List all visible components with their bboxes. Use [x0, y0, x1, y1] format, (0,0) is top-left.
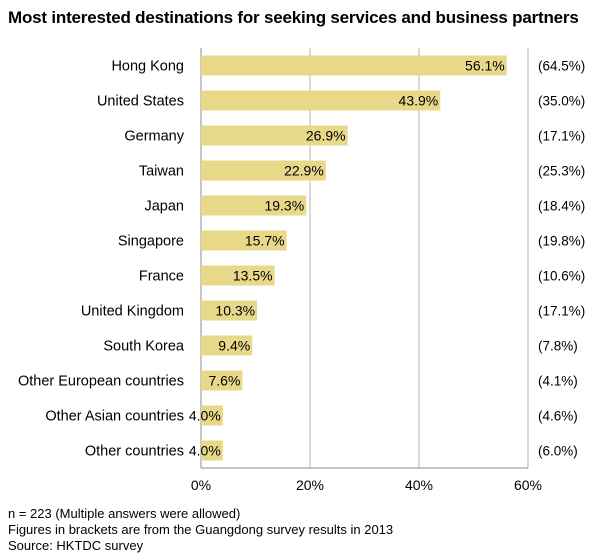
bar — [201, 440, 223, 461]
bars — [201, 55, 507, 461]
value-label: 26.9% — [306, 128, 346, 144]
value-label: 13.5% — [233, 268, 273, 284]
grid-lines — [200, 48, 529, 469]
bracket-label: (25.3%) — [538, 164, 585, 179]
bar — [201, 405, 223, 426]
bracket-label: (7.8%) — [538, 339, 578, 354]
value-label: 19.3% — [264, 198, 304, 214]
category-label: United Kingdom — [81, 304, 184, 320]
bar — [201, 125, 348, 146]
value-label: 56.1% — [465, 58, 505, 74]
labels: 0% 20% 40% 60% Hong Kong 56.1% (64.5%) United S… — [18, 58, 585, 494]
value-label: 22.9% — [284, 163, 324, 179]
bar — [201, 195, 307, 216]
value-label: 7.6% — [208, 373, 240, 389]
bracket-label: (17.1%) — [538, 129, 585, 144]
bracket-label: (10.6%) — [538, 269, 585, 284]
bar — [201, 160, 326, 181]
bar — [201, 265, 275, 286]
bar — [201, 370, 243, 391]
bar-chart: 0% 20% 40% 60% Hong Kong 56.1% (64.5%) United S… — [18, 48, 585, 494]
bar — [201, 335, 253, 356]
chart-title: Most interested destinations for seeking… — [8, 8, 579, 27]
category-label: Other Asian countries — [45, 409, 184, 425]
bracket-label: (35.0%) — [538, 94, 585, 109]
category-label: South Korea — [103, 339, 185, 355]
bracket-label: (4.1%) — [538, 374, 578, 389]
bracket-label: (64.5%) — [538, 59, 585, 74]
bar — [201, 300, 258, 321]
bracket-label: (19.8%) — [538, 234, 585, 249]
x-tick-label: 20% — [296, 477, 324, 493]
category-label: Other countries — [85, 444, 184, 460]
bracket-label: (17.1%) — [538, 304, 585, 319]
sample-size-note: n = 223 (Multiple answers were allowed) — [8, 506, 241, 521]
category-label: Taiwan — [139, 164, 184, 180]
category-label: Japan — [144, 199, 184, 215]
bar — [201, 90, 441, 111]
value-label: 4.0% — [189, 443, 221, 459]
brackets-note: Figures in brackets are from the Guangdo… — [8, 522, 394, 537]
category-label: Hong Kong — [111, 59, 184, 75]
x-tick-label: 0% — [191, 477, 211, 493]
category-label: Other European countries — [18, 374, 184, 390]
bar — [201, 55, 507, 76]
bracket-label: (6.0%) — [538, 444, 578, 459]
value-label: 10.3% — [215, 303, 255, 319]
x-tick-label: 60% — [514, 477, 542, 493]
category-label: France — [139, 269, 184, 285]
value-label: 43.9% — [399, 93, 439, 109]
value-label: 9.4% — [218, 338, 250, 354]
category-label: Singapore — [118, 234, 184, 250]
value-label: 15.7% — [245, 233, 285, 249]
source-note: Source: HKTDC survey — [8, 538, 144, 553]
category-label: United States — [97, 94, 184, 110]
value-label: 4.0% — [189, 408, 221, 424]
bracket-label: (18.4%) — [538, 199, 585, 214]
bracket-label: (4.6%) — [538, 409, 578, 424]
bar — [201, 230, 287, 251]
x-tick-label: 40% — [405, 477, 433, 493]
category-label: Germany — [124, 129, 184, 145]
